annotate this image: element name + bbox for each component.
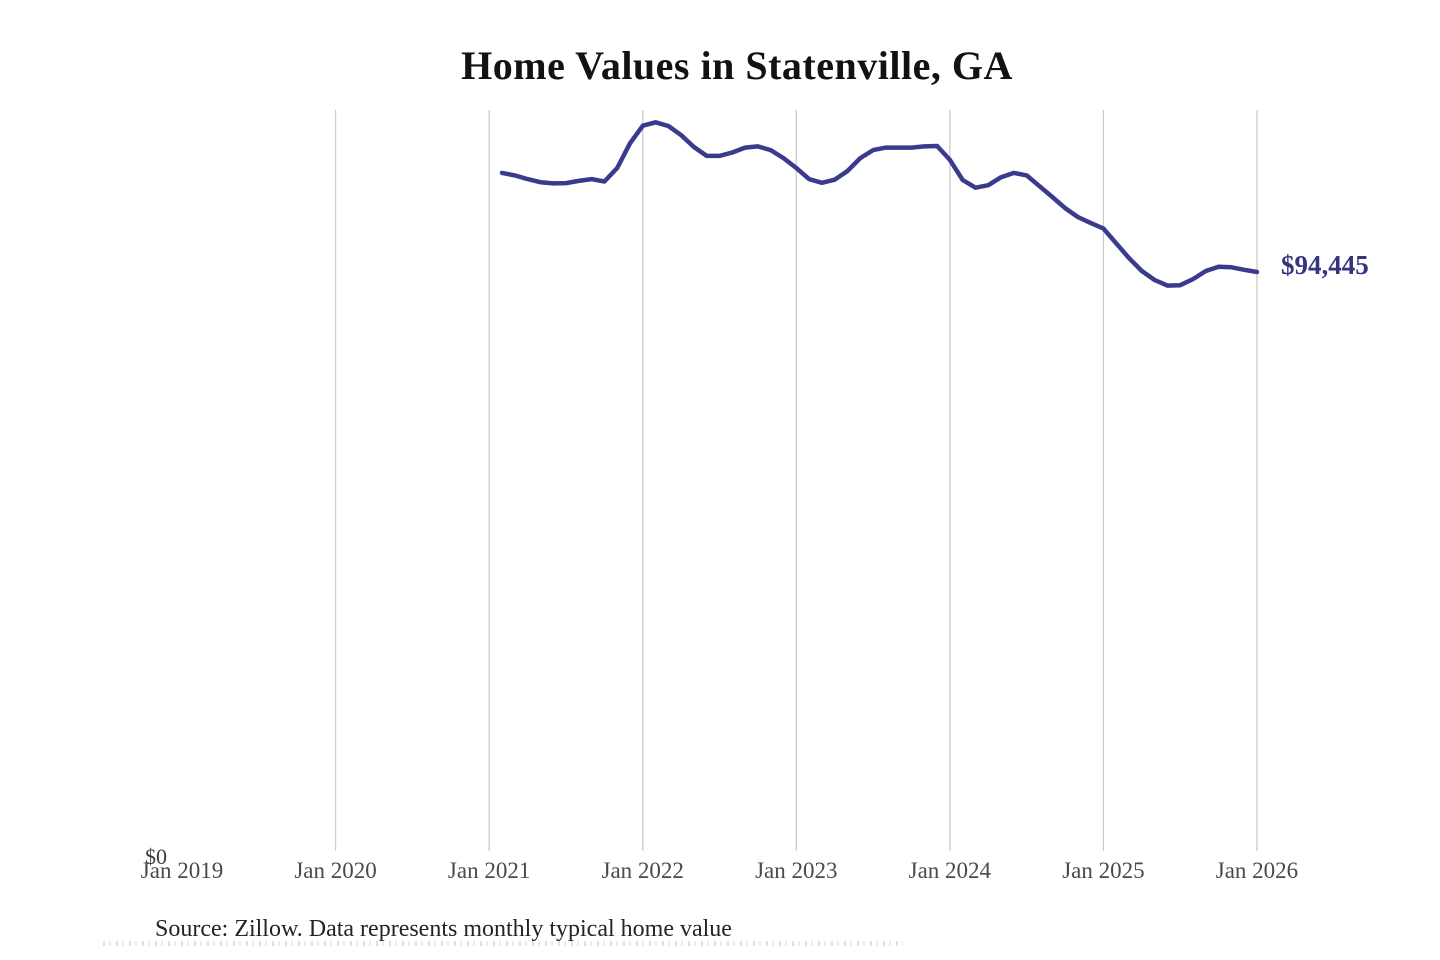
year-gridlines [334,110,1258,851]
source-note: Source: Zillow. Data represents monthly … [155,916,732,942]
x-axis-label-jan-2025: Jan 2025 [1062,858,1145,883]
x-axis-label-jan-2024: Jan 2024 [908,858,992,883]
y-axis-zero-label: $0 [145,844,167,869]
x-axis-label-jan-2023: Jan 2023 [755,858,838,883]
x-axis-label-jan-2026: Jan 2026 [1215,858,1299,883]
x-axis-label-jan-2019: Jan 2019 [140,858,224,883]
cropped-text-artifact [103,941,903,946]
chart-title: Home Values in Statenville, GA [461,43,1013,88]
x-axis-label-jan-2021: Jan 2021 [447,858,531,883]
home-value-line-series [499,120,1260,288]
x-axis-label-jan-2022: Jan 2022 [601,858,684,883]
latest-value-label: $94,445 [1281,250,1369,280]
x-axis-label-jan-2020: Jan 2020 [294,858,377,883]
